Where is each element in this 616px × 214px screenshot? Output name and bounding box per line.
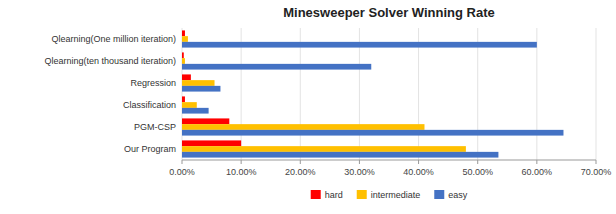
- category-label: Qlearning(ten thousand iteration): [44, 56, 176, 66]
- legend: hard intermediate easy: [311, 190, 468, 200]
- legend-label: hard: [325, 190, 343, 200]
- category-label: Classification: [123, 100, 176, 110]
- x-axis-line: [182, 160, 596, 161]
- grid-line: [182, 28, 183, 160]
- bar: [182, 30, 185, 36]
- legend-swatch: [311, 190, 321, 199]
- tick-label: 20.00%: [285, 167, 316, 177]
- tick-label: 30.00%: [344, 167, 375, 177]
- bar: [182, 152, 498, 158]
- category-label: Regression: [130, 78, 176, 88]
- title: Minesweeper Solver Winning Rate: [283, 5, 495, 20]
- legend-swatch: [357, 190, 367, 199]
- bar: [182, 64, 371, 70]
- tick-label: 70.00%: [581, 167, 612, 177]
- category-label: Our Program: [124, 144, 176, 154]
- tick-mark: [477, 160, 478, 164]
- tick-label: 10.00%: [226, 167, 257, 177]
- legend-label: intermediate: [371, 190, 421, 200]
- bar: [182, 124, 424, 130]
- bar: [182, 118, 229, 124]
- tick-mark: [359, 160, 360, 164]
- tick-label: 40.00%: [403, 167, 434, 177]
- legend-swatch: [434, 190, 444, 199]
- bar: [182, 108, 209, 114]
- bar: [182, 140, 241, 146]
- bar: [182, 80, 215, 86]
- grid-line: [300, 28, 301, 160]
- bar: [182, 52, 184, 58]
- grid-line: [418, 28, 419, 160]
- category-label: Qlearning(One million iteration): [51, 34, 176, 44]
- category-label: PGM-CSP: [134, 122, 176, 132]
- bar: [182, 36, 188, 42]
- tick-mark: [596, 160, 597, 164]
- tick-mark: [182, 160, 183, 164]
- grid-line: [359, 28, 360, 160]
- bar: [182, 86, 220, 92]
- bar: [182, 102, 197, 108]
- tick-label: 50.00%: [462, 167, 493, 177]
- bar: [182, 58, 185, 64]
- legend-label: easy: [448, 190, 468, 200]
- tick-mark: [241, 160, 242, 164]
- tick-mark: [418, 160, 419, 164]
- grid-line: [241, 28, 242, 160]
- tick-mark: [300, 160, 301, 164]
- bar: [182, 96, 185, 102]
- bar: [182, 130, 563, 136]
- bar: [182, 42, 537, 48]
- chart: Minesweeper Solver Winning Rate 0.00% 10.0…: [0, 0, 616, 214]
- tick-mark: [536, 160, 537, 164]
- tick-label: 0.00%: [169, 167, 195, 177]
- bar: [182, 146, 466, 152]
- grid-line: [536, 28, 537, 160]
- grid-line: [596, 28, 597, 160]
- grid-line: [477, 28, 478, 160]
- tick-label: 60.00%: [522, 167, 553, 177]
- bars: [182, 30, 563, 157]
- bar: [182, 74, 191, 80]
